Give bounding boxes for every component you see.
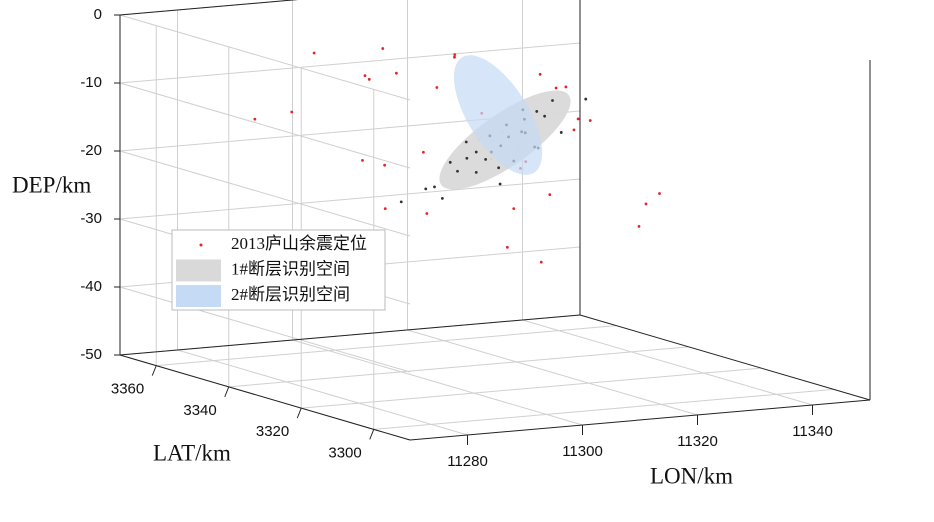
- grid-line: [119, 14, 411, 101]
- point: [424, 187, 428, 191]
- legend-marker: [199, 243, 203, 247]
- axis-line: [119, 314, 581, 356]
- axis-line: [119, 354, 411, 441]
- point: [465, 156, 469, 160]
- point: [363, 74, 367, 78]
- point: [394, 71, 398, 75]
- point: [383, 207, 387, 211]
- point: [543, 114, 547, 118]
- grid-line: [119, 286, 411, 373]
- y-axis-title: LAT/km: [153, 440, 231, 465]
- grid-line: [292, 339, 583, 426]
- point: [584, 97, 588, 101]
- x-tick-label: 11300: [562, 443, 603, 460]
- point: [484, 157, 488, 161]
- y-tick-label: 3340: [183, 402, 216, 419]
- point: [383, 163, 387, 167]
- point: [539, 260, 543, 264]
- grid-line: [373, 388, 834, 430]
- tick-mark: [296, 407, 302, 419]
- point: [435, 86, 439, 89]
- point: [551, 99, 554, 102]
- grid-line: [119, 82, 411, 169]
- y-tick-label: 3320: [256, 423, 289, 440]
- point: [399, 200, 403, 204]
- grid-line: [228, 346, 689, 388]
- z-tick-label: -40: [80, 278, 102, 295]
- point: [535, 110, 539, 113]
- axis-line: [579, 314, 871, 401]
- grid-line: [177, 349, 468, 436]
- z-tick-label: -30: [80, 210, 102, 227]
- x-tick-label: 11340: [792, 423, 833, 440]
- point: [588, 119, 592, 122]
- point: [425, 212, 429, 215]
- point: [453, 53, 457, 56]
- point: [498, 182, 502, 186]
- point: [538, 72, 542, 76]
- point: [505, 245, 509, 249]
- point: [564, 85, 568, 89]
- point: [497, 166, 501, 170]
- point: [572, 128, 576, 132]
- grid-line: [156, 325, 617, 367]
- axis-line: [409, 399, 871, 441]
- point: [456, 169, 459, 173]
- point: [474, 150, 478, 154]
- point: [512, 207, 516, 211]
- x-tick-label: 11320: [677, 433, 718, 450]
- point: [290, 110, 294, 114]
- z-axis-title: DEP/km: [12, 172, 91, 197]
- grid-line: [119, 0, 299, 16]
- point: [421, 150, 425, 154]
- point: [440, 196, 444, 200]
- grid-line: [301, 367, 762, 409]
- point: [448, 160, 452, 164]
- tick-mark: [151, 365, 157, 376]
- point: [381, 47, 385, 50]
- z-tick-label: -50: [80, 346, 102, 363]
- legend-swatch: [176, 285, 221, 307]
- point: [576, 117, 580, 121]
- point: [464, 140, 468, 144]
- legend-label: 2013庐山余震定位: [231, 234, 367, 253]
- point: [554, 86, 558, 90]
- legend: 2013庐山余震定位 1#断层识别空间 2#断层识别空间: [171, 229, 386, 311]
- tick-mark: [369, 429, 375, 440]
- grid-line: [522, 319, 813, 406]
- point: [548, 193, 552, 197]
- grid-line: [119, 178, 581, 220]
- y-tick-label: 3300: [328, 444, 361, 461]
- point: [644, 202, 648, 206]
- point: [637, 225, 641, 228]
- grid-line: [407, 329, 698, 416]
- point: [312, 51, 316, 55]
- y-tick-label: 3360: [111, 381, 144, 398]
- axis-line: [119, 0, 299, 16]
- x-axis-title: LON/km: [650, 463, 733, 488]
- grid-line: [119, 42, 581, 84]
- point: [433, 185, 436, 189]
- legend-label: 2#断层识别空间: [231, 285, 350, 304]
- tick-mark: [224, 386, 230, 398]
- legend-label: 1#断层识别空间: [231, 259, 350, 278]
- point: [474, 170, 478, 174]
- point: [253, 117, 257, 121]
- point: [367, 77, 371, 81]
- legend-swatch: [176, 259, 221, 282]
- point: [453, 55, 456, 59]
- x-tick-label: 11280: [447, 453, 488, 470]
- z-tick-label: -10: [80, 74, 102, 91]
- point: [658, 192, 661, 195]
- point: [559, 131, 563, 134]
- point: [361, 159, 364, 162]
- grid-line: [119, 150, 411, 237]
- z-tick-label: 0: [94, 6, 102, 23]
- z-tick-label: -20: [80, 142, 102, 159]
- fault-region-2: [453, 55, 543, 175]
